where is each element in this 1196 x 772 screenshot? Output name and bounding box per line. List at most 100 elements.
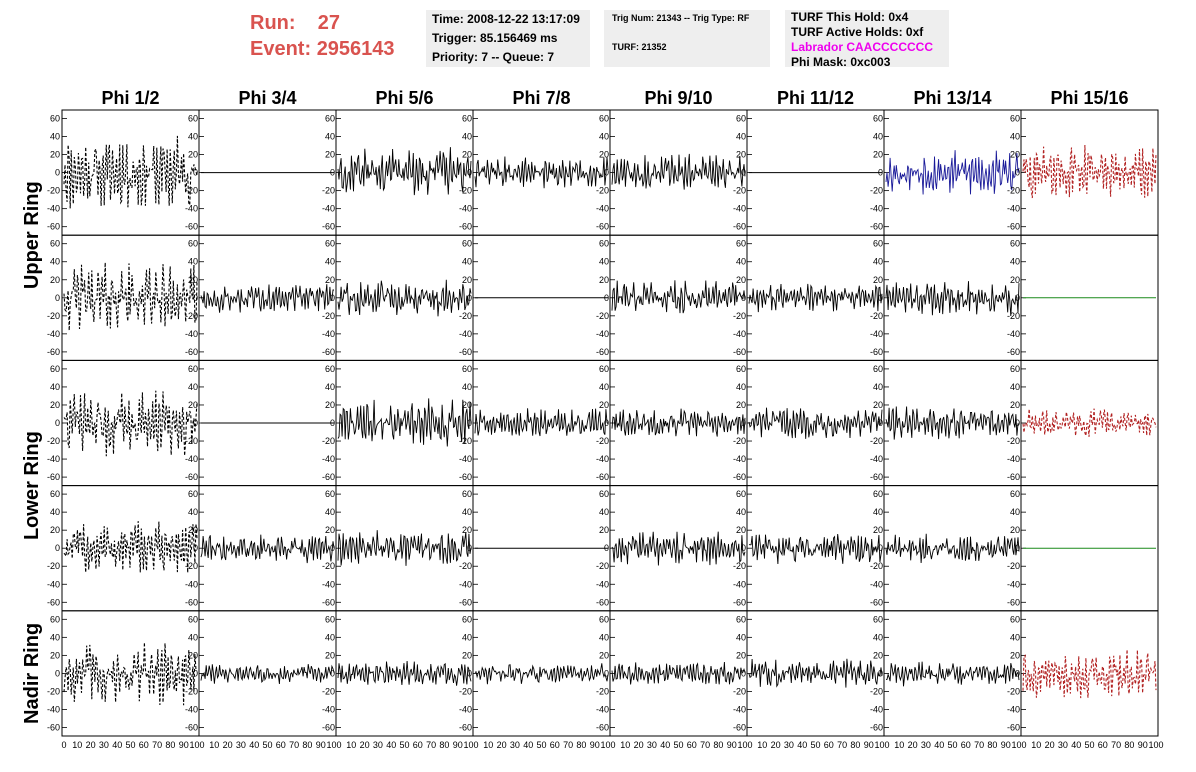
y-tick-label: -40 xyxy=(322,204,335,214)
y-tick-label: -40 xyxy=(733,204,746,214)
y-tick-label: 40 xyxy=(1010,632,1020,642)
y-tick-label: 20 xyxy=(873,275,883,285)
y-tick-label: -60 xyxy=(322,472,335,482)
run-label: Run: xyxy=(250,12,296,34)
x-tick-label: 90 xyxy=(1138,740,1148,750)
x-tick-label: 70 xyxy=(426,740,436,750)
x-tick-label: 10 xyxy=(757,740,767,750)
y-tick-label: -60 xyxy=(47,222,60,232)
x-tick-label: 90 xyxy=(179,740,189,750)
y-tick-label: 60 xyxy=(1010,364,1020,374)
y-tick-label: 60 xyxy=(736,614,746,624)
y-tick-label: 0 xyxy=(193,168,198,178)
waveform-trace-r1-c7 xyxy=(885,150,1020,195)
y-tick-label: -20 xyxy=(322,436,335,446)
y-tick-label: 0 xyxy=(193,543,198,553)
waveform-trace-r4-c7 xyxy=(885,533,1020,564)
x-tick-label: 80 xyxy=(165,740,175,750)
x-tick-label: 0 xyxy=(61,740,66,750)
x-tick-label: 40 xyxy=(523,740,533,750)
x-tick-label: 60 xyxy=(687,740,697,750)
y-tick-label: 20 xyxy=(873,400,883,410)
trigger-info-box: Trig Num: 21343 -- Trig Type: RF TURF: 2… xyxy=(604,10,770,67)
y-tick-label: 0 xyxy=(330,668,335,678)
panel-frame-r5-c6 xyxy=(746,610,885,737)
y-tick-label: 20 xyxy=(599,150,609,160)
y-tick-label: 60 xyxy=(462,614,472,624)
waveform-trace-r1-c8 xyxy=(1022,144,1157,199)
y-tick-label: 60 xyxy=(50,239,60,249)
y-tick-label: -20 xyxy=(870,311,883,321)
y-tick-label: 20 xyxy=(873,650,883,660)
y-tick-label: 20 xyxy=(50,400,60,410)
trig-num-text: Trig Num: 21343 -- Trig Type: RF xyxy=(612,13,750,23)
y-tick-label: 60 xyxy=(736,489,746,499)
y-tick-label: 60 xyxy=(325,614,335,624)
y-tick-label: -40 xyxy=(185,204,198,214)
x-tick-label: 100 xyxy=(737,740,752,750)
y-tick-label: 60 xyxy=(462,489,472,499)
y-tick-label: 0 xyxy=(330,293,335,303)
y-tick-label: 40 xyxy=(462,382,472,392)
y-tick-label: 20 xyxy=(325,400,335,410)
waveform-trace-r4-c2 xyxy=(200,534,335,564)
waveform-trace-r1-c4 xyxy=(474,156,609,189)
x-tick-label: 60 xyxy=(276,740,286,750)
y-tick-label: -40 xyxy=(47,204,60,214)
x-tick-label: 70 xyxy=(974,740,984,750)
x-tick-label: 50 xyxy=(262,740,272,750)
y-tick-label: -20 xyxy=(185,686,198,696)
panel-frame-r4-c5 xyxy=(609,485,748,612)
x-tick-label: 50 xyxy=(399,740,409,750)
x-tick-label: 20 xyxy=(223,740,233,750)
y-tick-label: -40 xyxy=(322,454,335,464)
y-tick-label: 0 xyxy=(878,418,883,428)
y-tick-label: 60 xyxy=(1010,614,1020,624)
y-tick-label: -60 xyxy=(870,722,883,732)
y-tick-label: 20 xyxy=(873,150,883,160)
y-tick-label: 20 xyxy=(462,150,472,160)
y-tick-label: -20 xyxy=(459,686,472,696)
y-tick-label: -20 xyxy=(1007,686,1020,696)
x-tick-label: 20 xyxy=(771,740,781,750)
y-tick-label: -20 xyxy=(185,311,198,321)
x-tick-label: 30 xyxy=(99,740,109,750)
y-tick-label: 40 xyxy=(1010,257,1020,267)
panel-frame-r5-c5 xyxy=(609,610,748,737)
y-tick-label: 60 xyxy=(873,114,883,124)
y-tick-label: -20 xyxy=(596,686,609,696)
y-tick-label: -60 xyxy=(596,722,609,732)
y-tick-label: -60 xyxy=(459,472,472,482)
y-tick-label: 60 xyxy=(188,614,198,624)
y-tick-label: 40 xyxy=(188,632,198,642)
y-tick-label: 40 xyxy=(599,257,609,267)
y-tick-label: 40 xyxy=(736,632,746,642)
y-tick-label: 60 xyxy=(736,114,746,124)
y-tick-label: -40 xyxy=(47,454,60,464)
y-tick-label: -40 xyxy=(596,579,609,589)
y-tick-label: -60 xyxy=(185,597,198,607)
y-tick-label: 40 xyxy=(873,382,883,392)
x-tick-label: 40 xyxy=(934,740,944,750)
x-tick-label: 10 xyxy=(1031,740,1041,750)
y-tick-label: 60 xyxy=(1010,489,1020,499)
y-tick-label: 60 xyxy=(325,364,335,374)
y-tick-label: 40 xyxy=(736,132,746,142)
y-tick-label: 40 xyxy=(188,257,198,267)
y-tick-label: -20 xyxy=(47,186,60,196)
y-tick-label: 0 xyxy=(1015,418,1020,428)
waveform-trace-r1-c5 xyxy=(611,153,746,190)
x-tick-label: 100 xyxy=(1148,740,1163,750)
y-tick-label: 60 xyxy=(50,364,60,374)
x-tick-label: 10 xyxy=(72,740,82,750)
x-tick-label: 40 xyxy=(249,740,259,750)
y-tick-label: -60 xyxy=(185,347,198,357)
turf-hold-text: TURF This Hold: 0x4 xyxy=(791,10,909,24)
y-tick-label: 0 xyxy=(604,418,609,428)
y-tick-label: 0 xyxy=(193,418,198,428)
column-title-3: Phi 5/6 xyxy=(375,88,433,108)
y-tick-label: -20 xyxy=(47,561,60,571)
y-tick-label: 60 xyxy=(599,364,609,374)
y-tick-label: 0 xyxy=(330,418,335,428)
y-tick-label: 20 xyxy=(736,525,746,535)
